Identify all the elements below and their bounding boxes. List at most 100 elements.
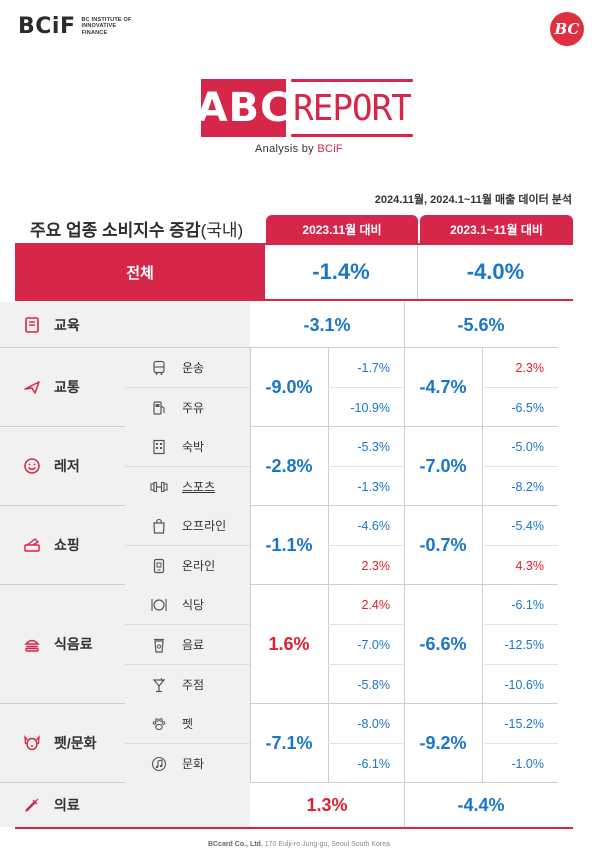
- online-ytd: 4.3%: [515, 558, 545, 573]
- row-leisure: 레저 숙박 스포츠 -2.8% -5.3% -1.3% -7.0% -5.0% …: [0, 427, 558, 506]
- bar-nov: -5.8%: [357, 677, 390, 692]
- category-leisure: 레저: [0, 427, 125, 505]
- abc-report-logo: ABC REPORT: [197, 79, 416, 137]
- smile-icon: [22, 456, 42, 476]
- divider: [404, 704, 405, 782]
- pet-culture-ytd: -9.2%: [419, 733, 467, 753]
- lodging-ytd: -5.0%: [511, 439, 544, 454]
- index-table: 전체 -1.4% -4.0%: [15, 243, 573, 301]
- row-shopping: 쇼핑 오프라인 온라인 -1.1% -4.6% 2.3% -0.7% -5.4%…: [0, 506, 558, 585]
- cell-divider: [482, 387, 558, 388]
- cell-divider: [482, 624, 558, 625]
- pet-ytd: -15.2%: [504, 716, 544, 731]
- sub-restaurant: 식당: [125, 585, 250, 624]
- sub-divider: [125, 624, 250, 625]
- sub-fuel: 주유: [125, 388, 250, 427]
- divider: [250, 427, 251, 505]
- bcif-wordmark: BCiF: [18, 14, 76, 39]
- medical-nov: 1.3%: [306, 794, 348, 815]
- leisure-ytd: -7.0%: [419, 456, 467, 476]
- leisure-nov: -2.8%: [265, 456, 313, 476]
- syringe-icon: [22, 795, 42, 815]
- shopping-ytd: -0.7%: [419, 535, 467, 555]
- cell-divider: [328, 545, 404, 546]
- category-label: 의료: [54, 797, 80, 813]
- category-education: 교육: [0, 302, 250, 347]
- category-pet-culture: 펫/문화: [0, 704, 125, 782]
- cell-divider: [482, 743, 558, 744]
- sub-divider: [125, 545, 250, 546]
- culture-nov: -6.1%: [357, 756, 390, 771]
- cell-divider: [328, 664, 404, 665]
- analysis-by: Analysis by BCiF: [0, 143, 598, 155]
- coffee-icon: [150, 636, 168, 654]
- institute-name: BC INSTITUTE OF INNOVATIVE FINANCE: [81, 17, 131, 37]
- category-label: 식음료: [54, 636, 93, 652]
- divider: [404, 427, 405, 505]
- sub-label: 식당: [182, 598, 205, 612]
- table-title-suffix: (국내): [200, 221, 244, 240]
- culture-ytd: -1.0%: [511, 756, 544, 771]
- sub-lodging: 숙박: [125, 427, 250, 466]
- category-medical: 의료: [0, 783, 250, 827]
- restaurant-nov: 2.4%: [361, 597, 391, 612]
- online-shop-icon: [150, 557, 168, 575]
- cell-divider: [328, 624, 404, 625]
- sports-ytd: -8.2%: [511, 479, 544, 494]
- analysis-prefix: Analysis by: [255, 143, 318, 155]
- food-nov: 1.6%: [268, 634, 310, 654]
- sub-label: 문화: [182, 757, 205, 771]
- sub-transit: 운송: [125, 348, 250, 387]
- row-pet-culture: 펫/문화 펫 문화 -7.1% -8.0% -6.1% -9.2% -15.2%…: [0, 704, 558, 783]
- divider: [250, 704, 251, 782]
- fuel-icon: [150, 399, 168, 417]
- dumbbell-icon: [150, 478, 168, 496]
- education-ytd: -5.6%: [457, 314, 505, 335]
- period-caption: 2024.11월, 2024.1~11월 매출 데이터 분석: [374, 194, 572, 206]
- bc-badge-logo: BC: [550, 12, 584, 46]
- sub-online: 온라인: [125, 546, 250, 585]
- divider: [404, 506, 405, 584]
- category-label: 교육: [54, 316, 80, 333]
- divider: [404, 302, 405, 347]
- sub-label: 숙박: [182, 440, 205, 454]
- card-icon: [22, 535, 42, 555]
- beverage-nov: -7.0%: [357, 637, 390, 652]
- paw-icon: [150, 715, 168, 733]
- online-nov: 2.3%: [361, 558, 391, 573]
- category-label: 펫/문화: [54, 735, 97, 751]
- total-label: 전체: [15, 245, 265, 299]
- table-title-main: 주요 업종 소비지수 증감: [30, 221, 201, 240]
- divider: [250, 506, 251, 584]
- sub-label: 오프라인: [182, 519, 227, 533]
- sub-offline: 오프라인: [125, 506, 250, 545]
- sub-label: 펫: [182, 717, 194, 731]
- sports-nov: -1.3%: [357, 479, 390, 494]
- cell-divider: [482, 545, 558, 546]
- sub-beverage: 음료: [125, 625, 250, 664]
- airplane-icon: [22, 377, 42, 397]
- bcif-logo: BCiF BC INSTITUTE OF INNOVATIVE FINANCE: [18, 14, 132, 39]
- total-ytd: -4.0%: [466, 259, 525, 284]
- sub-label: 스포츠: [182, 480, 216, 494]
- plate-icon: [150, 596, 168, 614]
- category-label: 레저: [54, 458, 80, 474]
- report-word: REPORT: [291, 79, 413, 137]
- institute-line-1: BC INSTITUTE OF: [81, 16, 132, 23]
- institute-line-2: INNOVATIVE: [81, 23, 117, 30]
- category-label: 교통: [54, 379, 80, 395]
- category-label: 쇼핑: [54, 537, 80, 553]
- bar-ytd: -10.6%: [504, 677, 544, 692]
- abc-box: ABC: [197, 79, 289, 137]
- cell-divider: [482, 664, 558, 665]
- category-shopping: 쇼핑: [0, 506, 125, 584]
- pet-culture-nov: -7.1%: [265, 733, 313, 753]
- offline-ytd: -5.4%: [511, 518, 544, 533]
- divider: [250, 348, 251, 426]
- fuel-nov: -10.9%: [350, 400, 390, 415]
- cocktail-icon: [150, 676, 168, 694]
- row-education: 교육 -3.1% -5.6%: [0, 302, 558, 348]
- footer: BCcard Co., Ltd. 170 Eulji-ro Jung-gu, S…: [0, 841, 598, 848]
- sub-label: 음료: [182, 638, 205, 652]
- book-icon: [22, 315, 42, 335]
